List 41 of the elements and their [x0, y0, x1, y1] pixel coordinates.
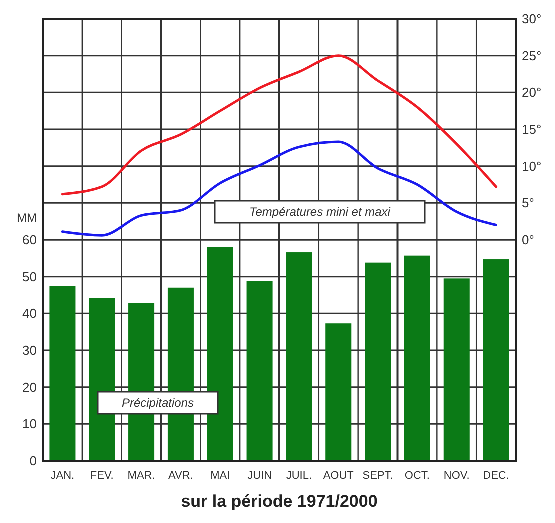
y-tick-label: 50 — [22, 269, 37, 284]
y2-tick-label: 10° — [522, 158, 542, 174]
x-tick-label: OCT. — [404, 470, 430, 482]
bar — [286, 252, 312, 461]
annotation: Températures mini et maxi — [250, 205, 391, 220]
annotation: Précipitations — [122, 396, 194, 410]
x-tick-label: MAR. — [128, 470, 156, 482]
x-tick-label: JUIL. — [286, 470, 312, 482]
bar — [207, 247, 234, 461]
bar — [365, 262, 392, 461]
y-tick-label: 10 — [22, 416, 37, 432]
x-tick-label: FEV. — [90, 470, 114, 482]
y-tick-label: 40 — [22, 306, 37, 322]
y2-tick-label: 20° — [522, 85, 542, 100]
line-series — [61, 140, 498, 237]
y2-tick-label: 5° — [522, 196, 534, 211]
bar — [50, 286, 76, 461]
y2-tick-label: 30° — [522, 12, 542, 27]
x-tick-label: JAN. — [50, 470, 75, 482]
y-tick-label: 0 — [30, 454, 37, 469]
y-axis-title: MM — [17, 211, 37, 225]
y2-tick-label: 0° — [522, 232, 534, 248]
y-tick-label: 30 — [22, 343, 37, 358]
bar — [246, 281, 273, 461]
x-tick-label: NOV. — [444, 470, 470, 482]
y2-tick-label: 15° — [522, 122, 542, 138]
y-tick-label: 60 — [22, 232, 37, 248]
x-tick-label: SEPT. — [362, 470, 394, 482]
x-axis-title: sur la période 1971/2000 — [181, 492, 378, 511]
x-tick-label: DEC. — [483, 470, 510, 482]
y2-tick-label: 25° — [522, 48, 542, 64]
x-tick-label: AVR. — [168, 470, 194, 482]
x-tick-label: AOUT — [323, 470, 354, 482]
bar — [444, 278, 470, 461]
x-tick-label: MAI — [210, 470, 230, 482]
line-series — [61, 54, 498, 196]
bar — [483, 260, 510, 461]
bar — [326, 324, 352, 461]
y-tick-label: 20 — [22, 380, 37, 395]
x-tick-label: JUIN — [248, 470, 272, 482]
bar — [404, 256, 430, 461]
